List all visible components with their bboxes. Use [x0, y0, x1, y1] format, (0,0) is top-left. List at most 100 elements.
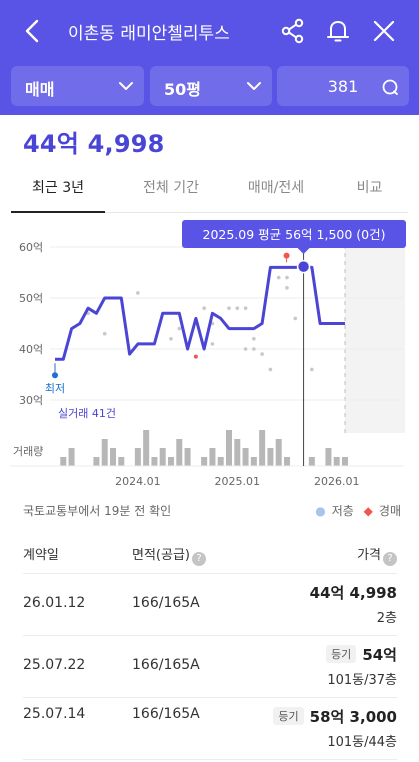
header-price-label: 가격	[357, 548, 381, 563]
chevron-down-icon	[119, 82, 133, 90]
header: 이촌동 래미안첼리투스 매매 50평	[0, 0, 419, 115]
period-tabs: 최근 3년 전체 기간 매매/전세 비교	[11, 166, 408, 213]
deal-point	[243, 347, 248, 351]
price-line	[55, 265, 345, 361]
tab-all-period[interactable]: 전체 기간	[143, 180, 199, 196]
row-date: 26.01.12	[23, 595, 86, 611]
tab-compare[interactable]: 비교	[356, 180, 383, 196]
min-label: 최저	[45, 382, 65, 395]
trade-type-select[interactable]: 매매	[11, 66, 144, 106]
comment-count: 381	[327, 76, 359, 96]
row-date: 25.07.14	[23, 706, 86, 722]
area-select[interactable]: 50평	[150, 66, 272, 106]
selected-point	[296, 259, 311, 274]
volume-label: 거래량	[13, 445, 43, 458]
table-row[interactable]: 25.07.22 166/165A 등기 54억 101동/37층	[23, 636, 397, 698]
top-bar: 이촌동 래미안첼리투스	[0, 0, 419, 62]
deal-point	[136, 291, 140, 295]
current-price: 44억 4,998	[23, 130, 165, 158]
header-area-label: 면적(공급)	[132, 548, 190, 563]
table-row[interactable]: 26.01.12 166/165A 44억 4,998 2층	[23, 574, 397, 636]
y-tick-label: 30억	[19, 394, 43, 407]
filter-bar: 매매 50평 381	[11, 66, 409, 106]
tooltip-text: 2025.09 평균 56억 1,500 (0건)	[203, 227, 386, 242]
volume-bar	[68, 448, 75, 466]
volume-bar	[333, 457, 340, 466]
registered-badge: 등기	[273, 707, 304, 725]
x-tick-label: 2024.01	[115, 475, 161, 488]
volume-bar	[201, 457, 208, 466]
auction-point	[193, 354, 198, 359]
volume-bar	[110, 448, 116, 466]
volume-bar	[118, 457, 125, 466]
row-amount: 44억 4,998	[309, 584, 397, 602]
comment-icon	[382, 79, 398, 95]
row-area: 166/165A	[132, 595, 200, 611]
volume-bar	[60, 457, 67, 466]
chart-tooltip	[182, 220, 406, 248]
tab-recent-3y[interactable]: 최근 3년	[11, 166, 105, 213]
min-marker	[52, 372, 58, 379]
row-floor: 101동/37층	[327, 673, 397, 688]
deal-point	[227, 306, 231, 310]
volume-bar	[151, 457, 158, 466]
volume-bar	[284, 457, 290, 466]
volume-bar	[101, 439, 108, 466]
volume-bar	[308, 457, 315, 466]
volume-bar	[176, 439, 183, 466]
deal-point	[285, 286, 289, 290]
price-chart[interactable]: 60억 50억 40억 30억 최저 2025.09 평균 56억 1,500 (0건)…	[0, 214, 419, 494]
volume-bar	[217, 457, 224, 466]
volume-bar	[209, 448, 216, 466]
tab-sale-lease[interactable]: 매매/전세	[247, 180, 305, 196]
volume-bar	[275, 439, 282, 466]
x-tick-label: 2026.01	[314, 475, 360, 488]
volume-bar	[226, 430, 232, 466]
row-area: 166/165A	[132, 706, 200, 722]
volume-bar	[342, 457, 348, 466]
legend-auction-dot: ◆	[363, 504, 373, 518]
row-amount: 54억	[362, 646, 397, 664]
volume-bar	[143, 430, 150, 466]
bell-icon[interactable]	[323, 16, 353, 46]
deal-point	[210, 342, 215, 346]
chevron-down-icon	[247, 82, 261, 90]
table-row[interactable]: 25.07.14 166/165A 등기 58억 3,000 101동/44층	[23, 698, 397, 760]
legend-low-dot: ●	[315, 504, 326, 518]
close-icon[interactable]	[369, 16, 399, 46]
share-icon[interactable]	[278, 16, 308, 46]
legend-low: 저층	[331, 504, 354, 518]
volume-bar	[234, 439, 241, 466]
volume-bar	[325, 448, 332, 466]
deal-point	[276, 275, 281, 280]
volume-bar	[168, 457, 174, 466]
deal-point	[102, 331, 107, 336]
comment-count-button[interactable]: 381	[277, 66, 409, 106]
auction-marker	[283, 252, 290, 259]
price-chart-svg: 60억 50억 40억 30억 최저 2025.09 평균 56억 1,500 (0건)…	[10, 220, 406, 488]
back-arrow-icon[interactable]	[18, 16, 48, 46]
volume-bar	[250, 457, 257, 466]
help-icon[interactable]: ?	[383, 552, 397, 566]
deal-point	[260, 352, 264, 356]
deal-point	[235, 306, 240, 310]
future-area	[345, 245, 405, 433]
y-tick-label: 60억	[19, 241, 43, 254]
deal-point	[252, 337, 256, 341]
area-label: 50평	[164, 80, 201, 99]
deal-point	[268, 367, 273, 372]
chart-legend: ● 저층 ◆ 경매	[309, 502, 401, 519]
row-floor: 101동/44층	[327, 735, 397, 750]
source-row: 국토교통부에서 19분 전 확인 ● 저층 ◆ 경매	[23, 502, 401, 520]
trade-type-label: 매매	[25, 80, 55, 99]
volume-bar	[267, 448, 274, 466]
header-area: 면적(공급)?	[132, 544, 206, 566]
legend-auction: 경매	[378, 504, 401, 518]
deal-point	[202, 306, 206, 310]
help-icon[interactable]: ?	[191, 552, 206, 566]
volume-bar	[259, 430, 266, 466]
deal-point	[285, 275, 289, 280]
volume-bar	[134, 448, 141, 466]
deal-point	[243, 306, 248, 310]
row-date: 25.07.22	[23, 657, 86, 673]
